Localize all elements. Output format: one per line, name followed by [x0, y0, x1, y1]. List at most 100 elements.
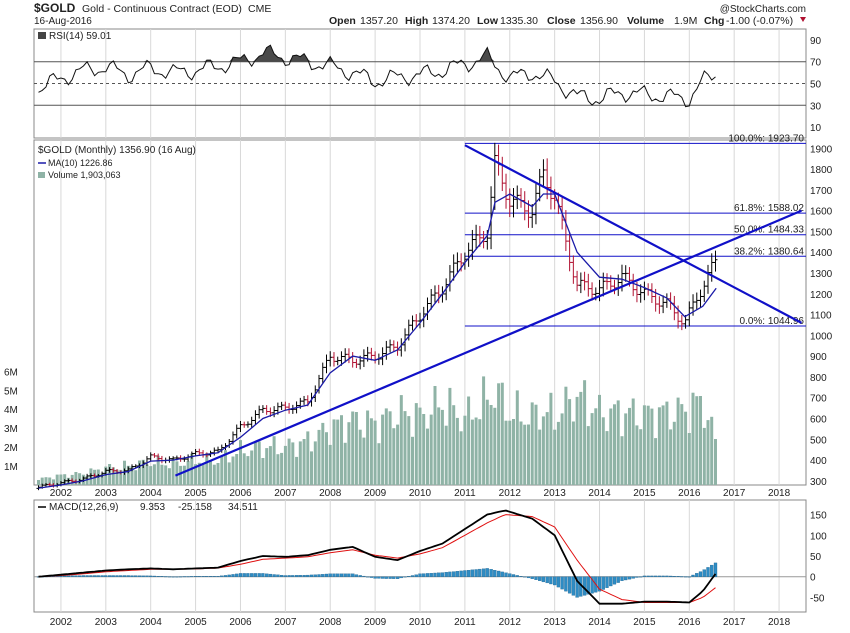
volume-bar	[48, 477, 52, 485]
macd-histogram-bar	[313, 574, 317, 577]
price-tick-label: 500	[810, 435, 827, 446]
volume-bar	[515, 390, 519, 485]
exchange-label: CME	[248, 3, 271, 15]
volume-bar	[523, 424, 527, 485]
macd-histogram-bar	[231, 574, 235, 577]
volume-bar	[414, 403, 418, 485]
x-tick-label: 2005	[184, 488, 207, 499]
volume-bar	[265, 448, 269, 485]
macd-histogram-bar	[104, 575, 108, 577]
fibonacci-label: 61.8%: 1588.02	[734, 203, 804, 214]
volume-value: 1.9M	[674, 15, 697, 27]
macd-histogram-bar	[410, 575, 415, 577]
price-tick-label: 400	[810, 456, 827, 467]
volume-bar	[369, 418, 373, 485]
price-tick-label: 700	[810, 394, 827, 405]
volume-bar	[362, 437, 366, 485]
macd-histogram-bar	[336, 573, 340, 577]
macd-histogram-bar	[395, 576, 400, 579]
macd-histogram-bar	[235, 573, 239, 577]
macd-histogram-bar	[680, 576, 684, 578]
close-label: Close	[547, 15, 576, 27]
volume-tick-label: 1M	[4, 462, 18, 473]
macd-histogram-bar	[265, 573, 269, 577]
volume-bar	[407, 416, 411, 485]
macd-histogram-bar	[279, 575, 284, 577]
x-tick-label: 2008	[319, 488, 342, 499]
macd-histogram-bar	[287, 575, 291, 577]
volume-bar	[579, 391, 583, 485]
macd-histogram-bar	[407, 576, 411, 577]
trend-line	[464, 144, 803, 324]
x-tick-label: 2010	[409, 617, 432, 628]
macd-histogram-bar	[339, 573, 344, 577]
volume-bar	[463, 415, 467, 485]
macd-histogram-bar	[164, 576, 168, 578]
macd-histogram-bar	[354, 574, 359, 577]
macd-histogram-bar	[126, 575, 130, 577]
x-tick-label: 2006	[229, 617, 252, 628]
volume-bar	[508, 420, 512, 485]
macd-histogram-bar	[272, 574, 276, 577]
volume-bar	[433, 386, 437, 485]
macd-histogram-bar	[508, 573, 512, 577]
macd-histogram-bar	[332, 573, 336, 577]
volume-bar	[478, 419, 482, 485]
macd-tick-label: 100	[810, 531, 827, 542]
axes-layer: 2002 2002 2003 2003 2004 2004 2005 2005 2006 2006…	[4, 36, 833, 628]
volume-bar	[669, 429, 673, 485]
rsi-tick-label: 90	[810, 36, 822, 47]
volume-bar	[422, 414, 426, 485]
x-tick-label: 2005	[184, 617, 207, 628]
volume-bar	[710, 416, 714, 485]
volume-bar	[164, 465, 168, 485]
macd-histogram-bar	[351, 573, 355, 577]
volume-bar	[646, 405, 650, 485]
volume-bar	[377, 443, 381, 485]
macd-tick-label: 0	[810, 573, 816, 584]
macd-histogram-bar	[96, 575, 100, 577]
volume-bar	[59, 474, 63, 485]
price-tick-label: 1000	[810, 331, 833, 342]
volume-bar	[115, 469, 119, 485]
macd-histogram-bar	[130, 575, 134, 577]
rsi-tick-label: 50	[810, 80, 822, 91]
macd-histogram-bar	[257, 573, 261, 577]
volume-bar	[530, 402, 534, 485]
volume-bar	[680, 404, 684, 485]
open-value: 1357.20	[360, 15, 398, 27]
volume-bar	[459, 431, 463, 485]
volume-bar	[239, 440, 242, 485]
volume-bar	[624, 413, 628, 485]
symbol-title: $GOLD	[34, 1, 76, 15]
macd-tick-label: 50	[810, 552, 822, 563]
macd-histogram-bar	[418, 573, 422, 577]
open-label: Open	[329, 15, 356, 27]
rsi-tick-label: 10	[810, 123, 822, 134]
x-tick-label: 2018	[768, 617, 791, 628]
macd-histogram-bar	[433, 572, 437, 577]
volume-bar	[687, 433, 691, 485]
macd-histogram-bar	[590, 576, 594, 594]
macd-histogram-bar	[560, 576, 564, 590]
macd-histogram-bar	[137, 575, 142, 577]
macd-histogram-bar	[474, 569, 478, 577]
high-value: 1374.20	[432, 15, 470, 27]
volume-bar	[541, 416, 545, 485]
volume-bar	[250, 450, 254, 485]
down-arrow-icon	[800, 17, 806, 22]
volume-bar	[343, 442, 347, 485]
macd-histogram-bar	[493, 570, 497, 577]
volume-bar	[672, 421, 676, 485]
volume-bar	[175, 461, 179, 485]
x-tick-label: 2016	[678, 488, 701, 499]
volume-bar	[119, 469, 123, 485]
x-tick-label: 2012	[499, 617, 522, 628]
volume-bar	[556, 421, 560, 485]
macd-histogram-bar	[650, 575, 654, 577]
price-tick-label: 1600	[810, 207, 833, 218]
macd-histogram-bar	[538, 576, 542, 581]
x-tick-label: 2014	[588, 488, 611, 499]
macd-histogram-bar	[328, 573, 332, 577]
macd-histogram-bar	[459, 570, 463, 577]
